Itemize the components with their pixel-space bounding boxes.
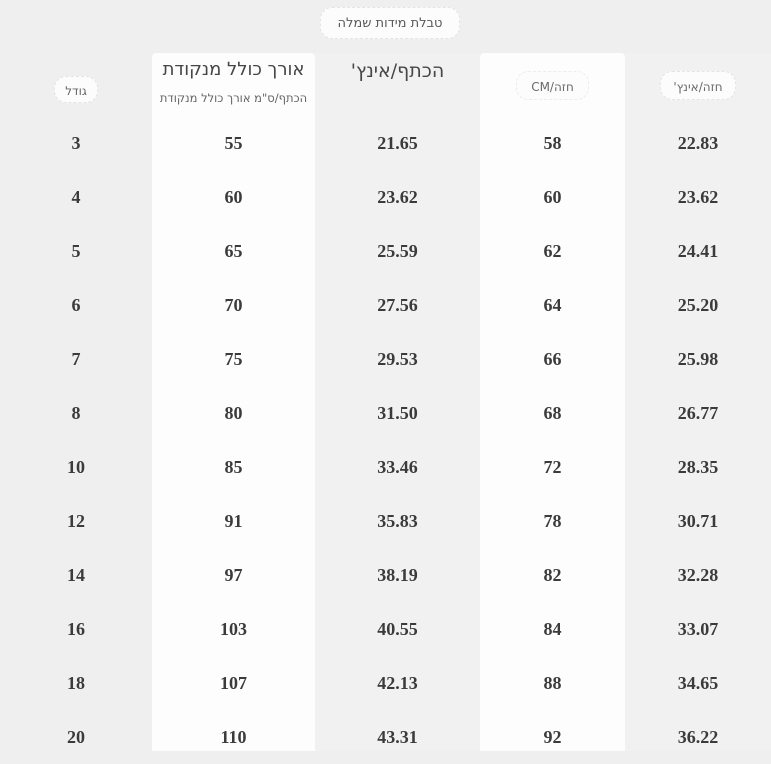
bust-inch-header-label: חזה/אינץ'	[673, 80, 723, 94]
table-cell: 25.98	[677, 348, 719, 369]
table-cell: 34.65	[677, 672, 719, 693]
bust-inch-header-cloud: חזה/אינץ'	[660, 71, 736, 100]
table-cell: 43.31	[377, 726, 418, 747]
table-cell: 4	[71, 186, 81, 207]
table-cell: 60	[543, 186, 562, 207]
table-row: 6 70 27.56 64 25.20	[0, 278, 771, 332]
table-cell: 40.55	[377, 618, 418, 639]
table-cell: 23.62	[377, 186, 418, 207]
table-row: 8 80 31.50 68 26.77	[0, 386, 771, 440]
table-cell: 70	[224, 294, 243, 315]
column-card-length-cm	[152, 53, 315, 751]
shoulder-inch-header: הכתף/אינץ'	[350, 60, 445, 82]
table-cell: 18	[67, 672, 85, 693]
table-cell: 30.71	[677, 510, 719, 531]
table-cell: 91	[224, 510, 243, 531]
table-cell: 55	[224, 132, 243, 153]
table-cell: 75	[224, 348, 243, 369]
chart-title: טבלת מידות שמלה	[337, 15, 443, 31]
table-cell: 10	[67, 456, 85, 477]
table-cell: 84	[543, 618, 562, 639]
table-cell: 14	[67, 564, 85, 585]
table-cell: 78	[543, 510, 562, 531]
table-cell: 66	[543, 348, 562, 369]
column-stripe-shoulder-inch	[315, 53, 480, 751]
column-stripe-bust-inch	[625, 53, 771, 751]
col-header-bust-inch: חזה/אינץ'	[625, 71, 771, 100]
table-cell: 36.22	[677, 726, 719, 747]
table-cell: 3	[71, 132, 81, 153]
table-cell: 85	[224, 456, 243, 477]
size-header-cloud: גודל	[54, 76, 98, 103]
table-cell: 38.19	[377, 564, 418, 585]
table-cell: 7	[71, 348, 81, 369]
table-cell: 80	[224, 402, 243, 423]
table-cell: 72	[543, 456, 562, 477]
table-cell: 103	[220, 618, 247, 639]
bust-cm-header-cloud: חזה/CM	[516, 71, 589, 100]
table-cell: 33.07	[677, 618, 719, 639]
table-row: 10 85 33.46 72 28.35	[0, 440, 771, 494]
table-row: 3 55 21.65 58 22.83	[0, 116, 771, 170]
table-cell: 60	[224, 186, 243, 207]
bust-cm-header-label: חזה/CM	[531, 80, 574, 94]
table-row: 7 75 29.53 66 25.98	[0, 332, 771, 386]
table-cell: 27.56	[377, 294, 418, 315]
table-row: 14 97 38.19 82 32.28	[0, 548, 771, 602]
table-row: 20 110 43.31 92 36.22	[0, 710, 771, 764]
table-cell: 88	[543, 672, 562, 693]
length-header-sub: הכתף/ס"מ אורך כולל מנקודת	[159, 91, 308, 105]
table-cell: 35.83	[377, 510, 418, 531]
table-row: 5 65 25.59 62 24.41	[0, 224, 771, 278]
table-cell: 22.83	[677, 132, 719, 153]
table-cell: 62	[543, 240, 562, 261]
table-cell: 21.65	[377, 132, 418, 153]
col-header-size: גודל	[0, 76, 152, 103]
table-cell: 58	[543, 132, 562, 153]
table-cell: 24.41	[677, 240, 719, 261]
table-cell: 29.53	[377, 348, 418, 369]
table-cell: 110	[220, 726, 247, 747]
table-cell: 25.20	[677, 294, 719, 315]
table-row: 4 60 23.62 60 23.62	[0, 170, 771, 224]
table-cell: 33.46	[377, 456, 418, 477]
table-body: 3 55 21.65 58 22.83 4 60 23.62 60 23.62 5 65 25.59 62…	[0, 116, 771, 764]
table-cell: 23.62	[677, 186, 719, 207]
size-header-label: גודל	[65, 84, 87, 98]
length-header-main: אורך כולל מנקודת	[162, 59, 305, 80]
table-cell: 12	[67, 510, 85, 531]
table-row: 18 107 42.13 88 34.65	[0, 656, 771, 710]
table-cell: 32.28	[677, 564, 719, 585]
table-cell: 31.50	[377, 402, 418, 423]
table-cell: 25.59	[377, 240, 418, 261]
table-cell: 68	[543, 402, 562, 423]
chart-title-badge: טבלת מידות שמלה	[320, 7, 460, 39]
table-cell: 6	[71, 294, 81, 315]
table-cell: 92	[543, 726, 562, 747]
col-header-bust-cm: חזה/CM	[480, 71, 625, 100]
table-cell: 5	[71, 240, 81, 261]
table-row: 16 103 40.55 84 33.07	[0, 602, 771, 656]
table-cell: 16	[67, 618, 85, 639]
table-cell: 97	[224, 564, 243, 585]
table-cell: 64	[543, 294, 562, 315]
table-cell: 20	[67, 726, 85, 747]
table-cell: 65	[224, 240, 243, 261]
table-cell: 26.77	[677, 402, 719, 423]
table-cell: 107	[220, 672, 247, 693]
table-cell: 82	[543, 564, 562, 585]
table-cell: 8	[71, 402, 81, 423]
table-row: 12 91 35.83 78 30.71	[0, 494, 771, 548]
table-cell: 28.35	[677, 456, 719, 477]
column-card-bust-cm	[480, 53, 625, 751]
table-cell: 42.13	[377, 672, 418, 693]
